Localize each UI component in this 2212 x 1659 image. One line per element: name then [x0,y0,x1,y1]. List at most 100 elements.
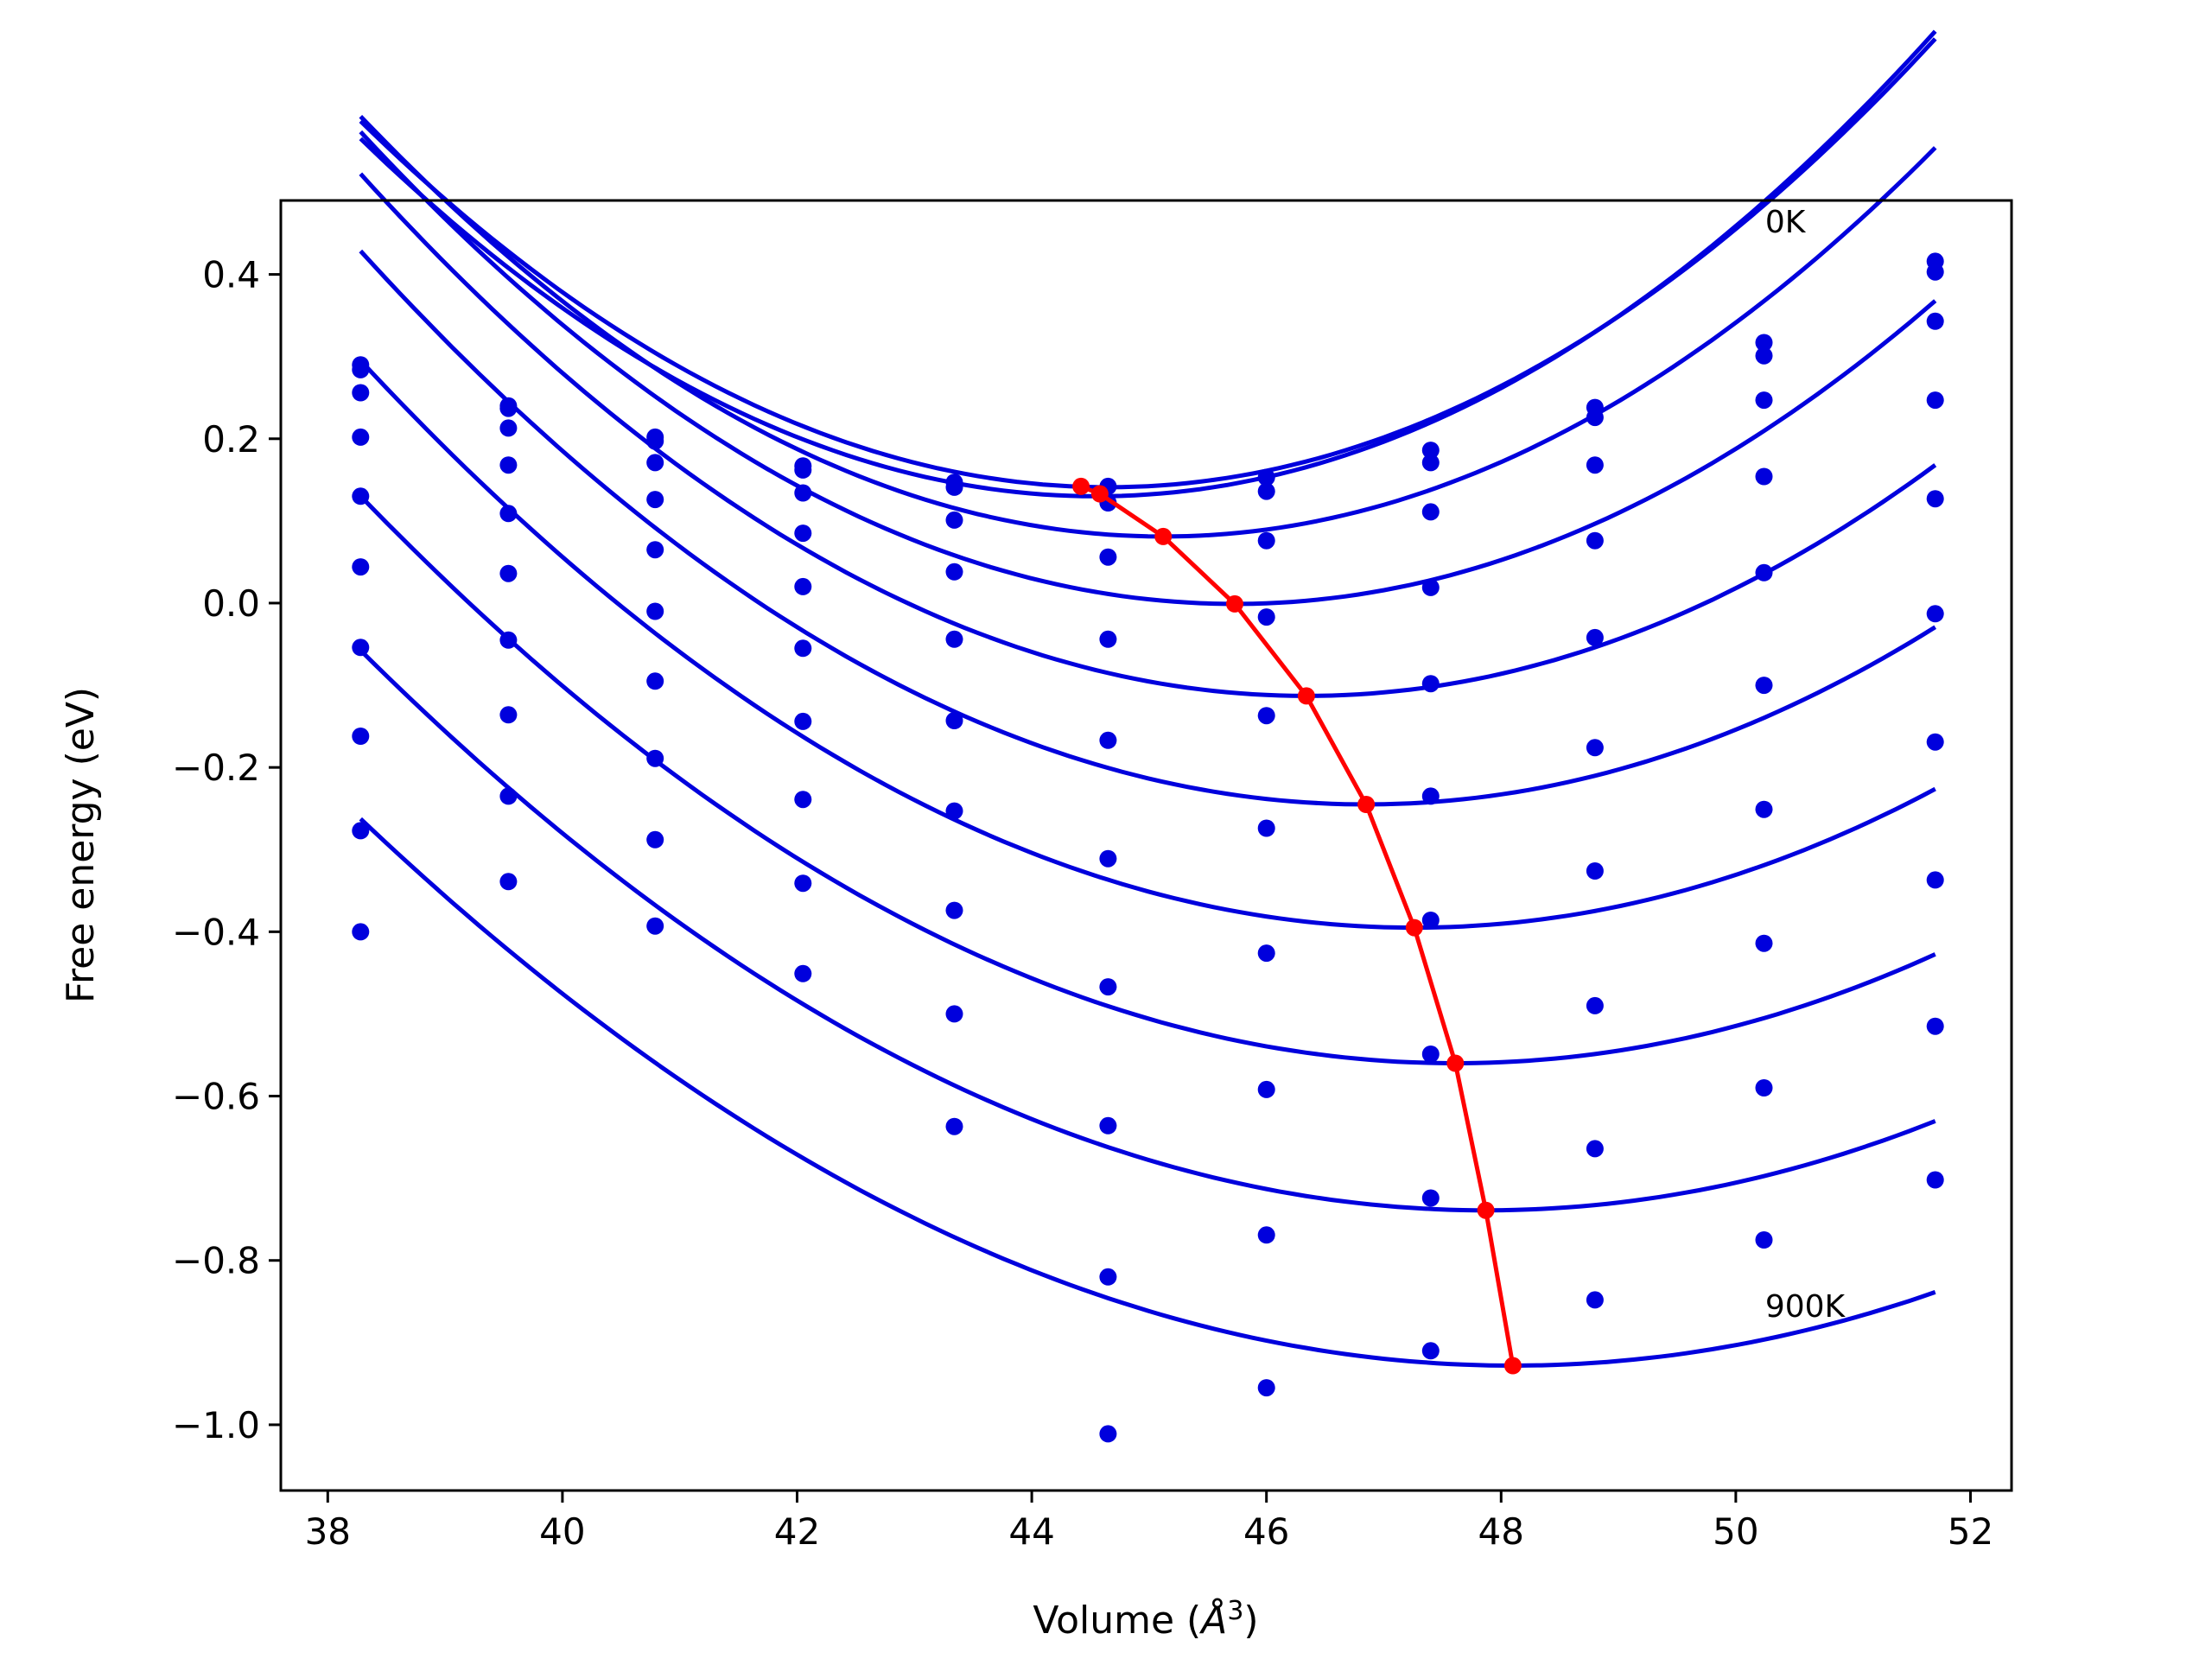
y-tick-label: −0.4 [172,911,260,953]
fit-curve-200K [359,114,1937,539]
annotations: 0K 900K [1765,205,1847,1325]
data-point-100K-0 [352,360,370,378]
data-point-200K-7 [1421,503,1440,521]
plot-frame [279,199,2013,1492]
data-point-100K-1 [499,399,518,417]
data-point-0K-6 [1257,468,1275,486]
data-point-600K-10 [1926,733,1944,751]
data-point-700K-3 [794,791,812,809]
data-point-300K-10 [1926,391,1944,410]
y-tick-label: −0.2 [172,747,260,789]
x-tick-label: 40 [539,1510,585,1553]
data-point-900K-9 [1755,1231,1773,1249]
data-point-500K-6 [1257,819,1275,837]
data-point-200K-0 [352,384,370,402]
minimum-point-1 [1090,485,1109,503]
minimum-point-7 [1446,1054,1465,1072]
data-point-700K-0 [352,728,370,745]
data-point-100K-8 [1586,409,1604,427]
y-axis-label: Free energy (eV) [59,687,103,1003]
data-point-500K-10 [1926,605,1944,623]
data-point-300K-6 [1257,608,1275,626]
data-point-900K-8 [1586,1291,1604,1309]
data-point-200K-10 [1926,312,1944,330]
data-point-100K-7 [1421,454,1440,472]
data-point-200K-5 [1099,548,1117,566]
data-point-800K-1 [499,787,518,805]
annotation-0K: 0K [1765,205,1807,240]
data-point-600K-6 [1257,944,1275,963]
data-point-0K-9 [1755,334,1773,352]
data-point-900K-6 [1257,1379,1275,1397]
fit-curves [359,29,1937,1369]
data-point-800K-7 [1421,1189,1440,1207]
data-point-800K-10 [1926,1017,1944,1035]
data-point-100K-10 [1926,263,1944,281]
annotation-900K: 900K [1765,1289,1847,1325]
x-tick-label: 46 [1243,1510,1289,1553]
x-tick-label: 48 [1478,1510,1524,1553]
data-point-400K-8 [1586,628,1604,646]
fit-curve-500K [359,249,1937,807]
minimum-point-2 [1154,527,1173,545]
data-point-400K-4 [945,630,963,648]
minimum-point-9 [1503,1357,1522,1375]
data-point-200K-4 [945,511,963,529]
minimum-point-0 [1072,477,1090,495]
data-point-600K-0 [352,639,370,657]
data-point-300K-3 [794,524,812,543]
data-point-900K-0 [352,923,370,941]
data-point-600K-9 [1755,800,1773,818]
data-point-100K-2 [646,432,664,450]
data-point-600K-1 [499,631,518,649]
data-point-800K-6 [1257,1226,1275,1244]
fit-curve-700K [359,494,1936,1065]
data-point-500K-4 [945,712,963,729]
x-tick-label: 50 [1713,1510,1758,1553]
data-point-300K-7 [1421,578,1440,596]
y-tick-label: 0.4 [202,254,260,296]
data-point-900K-10 [1926,1171,1944,1189]
y-tick-label: −0.6 [172,1076,260,1118]
data-point-600K-5 [1099,978,1117,996]
data-point-500K-0 [352,558,370,576]
data-point-200K-8 [1586,456,1604,474]
data-point-400K-7 [1421,675,1440,693]
data-point-900K-1 [499,873,518,891]
data-points [352,252,1944,1443]
data-point-700K-2 [646,749,664,767]
data-point-400K-10 [1926,490,1944,508]
data-point-800K-3 [794,874,812,893]
minimum-point-5 [1357,796,1376,813]
data-point-900K-3 [794,964,812,982]
data-point-600K-7 [1421,912,1440,929]
data-point-200K-2 [646,454,664,472]
data-point-500K-3 [794,639,812,658]
y-axis-ticks: 0.4 0.2 0.0 −0.2 −0.4 −0.6 −0.8 −1.0 [172,254,281,1446]
minimum-point-8 [1477,1201,1495,1219]
minimum-point-4 [1297,687,1315,705]
y-tick-label: −1.0 [172,1404,260,1446]
data-point-100K-9 [1755,346,1773,365]
fit-curve-900K [359,817,1936,1369]
data-point-500K-1 [499,564,518,582]
minimum-path [1072,477,1522,1375]
data-point-200K-9 [1755,391,1773,410]
data-point-700K-1 [499,706,518,724]
data-point-800K-4 [945,1005,963,1023]
data-point-300K-2 [646,491,664,509]
fit-curve-300K [359,130,1937,607]
data-point-200K-3 [794,484,812,502]
data-point-400K-3 [794,577,812,595]
data-point-500K-8 [1586,739,1604,757]
data-point-100K-6 [1257,482,1275,500]
data-point-200K-1 [499,419,518,437]
fit-curve-400K [359,172,1937,698]
data-point-800K-5 [1099,1268,1117,1286]
data-point-700K-5 [1099,1116,1117,1135]
x-tick-label: 52 [1948,1510,1993,1553]
data-point-300K-5 [1099,630,1117,648]
data-point-500K-5 [1099,849,1117,868]
data-point-400K-0 [352,487,370,505]
